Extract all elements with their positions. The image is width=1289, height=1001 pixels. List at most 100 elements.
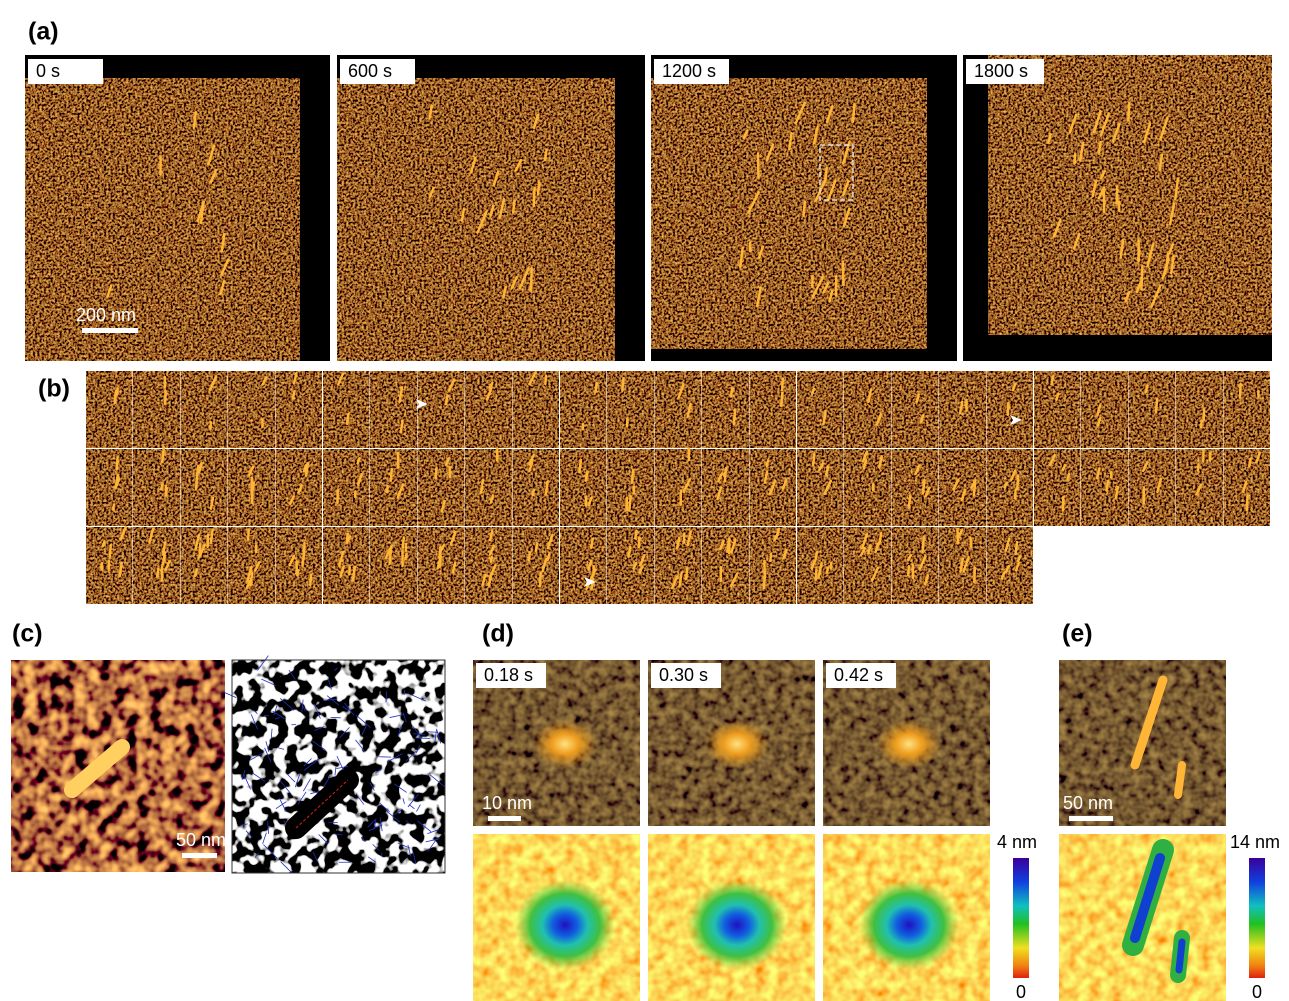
fibril [825,168,827,183]
frame-label: 0 s [36,61,60,81]
afm-thumbnail [86,449,132,526]
fibril [482,480,483,485]
afm-image [25,78,300,361]
frame-label: 0.42 s [834,665,883,685]
fibril [435,468,436,477]
afm-thumbnail [133,371,179,448]
fibril [632,470,633,482]
fibril [157,569,158,577]
afm-image [337,78,615,361]
scale-bar [182,853,217,858]
afm-thumbnail [844,527,890,604]
afm-thumbnail [607,527,653,604]
fibril [481,487,483,493]
afm-thumbnail [370,527,416,604]
fibril [1249,459,1250,466]
afm-thumbnail [655,449,701,526]
afm-thumbnail [939,449,985,526]
fibril [1128,103,1129,120]
afm-thumbnail [181,449,227,526]
particle [877,720,941,768]
fibril [853,104,855,122]
fibril [546,481,548,494]
fibril [1057,394,1059,400]
scale-bar [82,328,138,333]
fibril [1178,765,1182,795]
afm-thumbnail [702,449,748,526]
fibril [767,460,768,465]
fibril [586,472,588,481]
frame-label: 1200 s [662,61,716,81]
frame-label: 600 s [348,61,392,81]
fibril [293,391,295,398]
fibril [536,544,538,551]
scale-bar-label: 10 nm [482,793,532,813]
afm-thumbnail [560,527,606,604]
panel-label: (b) [38,375,70,403]
fibril [635,531,636,539]
afm-thumbnail [702,527,748,604]
fibril [827,568,828,573]
afm-thumbnail [181,527,227,604]
fibril [1138,251,1140,260]
afm-thumbnail [323,449,369,526]
fibril [540,573,541,587]
fibril [196,476,197,489]
fibril [1107,481,1109,491]
fibril [923,480,925,493]
colorbar [1249,858,1265,978]
scale-bar-label: 50 nm [176,830,226,850]
afm-thumbnail [465,527,511,604]
afm-thumbnail [797,449,843,526]
height-peak [687,880,787,970]
afm-thumbnail [133,527,179,604]
fibril [162,447,164,462]
fibril [1068,474,1069,479]
fibril [974,568,975,582]
panel-label: (e) [1062,620,1093,648]
afm-thumbnail [465,449,511,526]
fibril [812,389,814,394]
colorbar-min: 0 [1016,982,1026,1001]
afm-thumbnail [1081,449,1127,526]
fibril [446,395,448,404]
afm-thumbnail [1034,449,1080,526]
fibril [804,202,805,216]
afm-thumbnail [655,371,701,448]
afm-thumbnail [1081,371,1127,448]
fibril [1146,385,1148,392]
fibril [813,453,814,465]
afm-thumbnail [133,449,179,526]
fibril [531,268,532,291]
fibril [163,552,165,564]
frame-label: 0.18 s [484,665,533,685]
fibril [195,569,197,576]
fibril [909,496,911,508]
fibril [1075,154,1076,164]
fibril [1240,384,1241,398]
scale-bar-label: 200 nm [76,305,136,325]
afm-thumbnail [987,449,1033,526]
fibril [627,418,628,426]
fibril [113,504,115,509]
afm-thumbnail [323,371,369,448]
afm-thumbnail [892,449,938,526]
frame-label: 0.30 s [659,665,708,685]
colorbar [1013,858,1029,978]
fibril [731,388,732,396]
colorbar-min: 0 [1252,982,1262,1001]
fibril [538,182,539,194]
fibril [491,557,492,562]
fibril [880,533,882,543]
fibril [403,537,404,547]
afm-thumbnail [1129,449,1175,526]
particle [705,720,769,768]
afm-thumbnail [892,371,938,448]
afm-thumbnail [465,371,511,448]
afm-thumbnail [939,371,985,448]
afm-thumbnail [370,449,416,526]
frame-label: 1800 s [974,61,1028,81]
afm-thumbnail [750,371,796,448]
fibril [513,201,514,213]
fibril [764,576,765,588]
